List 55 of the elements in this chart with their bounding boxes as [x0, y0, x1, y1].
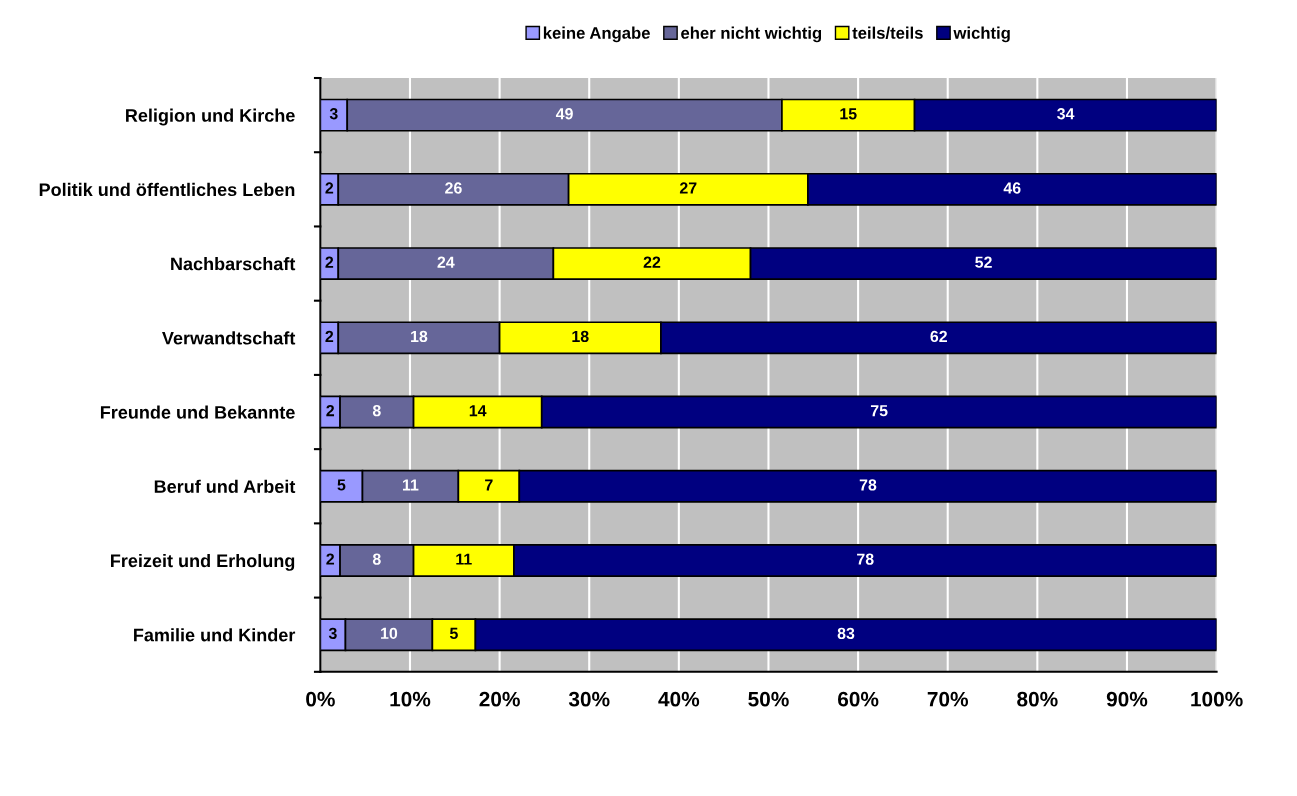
- data-label: 78: [857, 553, 874, 565]
- data-label: 11: [402, 479, 419, 491]
- data-label: 27: [679, 182, 697, 194]
- data-label: 22: [643, 256, 661, 268]
- data-label: 49: [555, 108, 573, 120]
- data-label: 8: [372, 405, 381, 417]
- data-label: 5: [337, 479, 346, 491]
- legend-label: wichtig: [953, 26, 1010, 43]
- data-label: 3: [329, 108, 338, 120]
- data-label: 14: [469, 405, 487, 417]
- data-label: 34: [1057, 108, 1075, 120]
- y-tick-label: Politik und öffentliches Leben: [39, 182, 295, 197]
- data-label: 3: [328, 627, 337, 640]
- data-label: 5: [449, 627, 458, 639]
- data-label: 62: [930, 330, 947, 343]
- x-tick-label: 80%: [1017, 691, 1058, 707]
- x-tick-label: 40%: [658, 691, 700, 707]
- legend-label: teils/teils: [852, 26, 923, 40]
- x-tick-label: 70%: [927, 691, 969, 707]
- y-tick-label: Familie und Kinder: [134, 628, 296, 642]
- data-label: 8: [372, 553, 381, 565]
- data-label: 78: [859, 479, 877, 491]
- legend-label: eher nicht wichtig: [681, 26, 822, 43]
- legend-label: keine Angabe: [543, 26, 650, 43]
- y-tick-label: Nachbarschaft: [171, 257, 296, 271]
- y-tick-label: Religion und Kirche: [126, 108, 295, 126]
- data-label: 46: [1003, 182, 1021, 194]
- data-label: 18: [572, 330, 589, 343]
- data-label: 52: [975, 256, 992, 268]
- data-label: 7: [485, 479, 493, 491]
- data-label: 15: [840, 108, 857, 120]
- y-tick-label: Freizeit und Erholung: [111, 553, 295, 571]
- data-label: 2: [325, 182, 334, 194]
- y-tick-label: Verwandtschaft: [162, 331, 296, 345]
- x-tick-label: 0%: [306, 691, 335, 707]
- data-label: 2: [325, 330, 334, 342]
- data-label: 11: [456, 553, 472, 565]
- y-tick-label: Freunde und Bekannte: [100, 405, 295, 419]
- data-label: 2: [326, 553, 335, 565]
- data-label: 2: [326, 405, 335, 417]
- x-tick-label: 100%: [1191, 691, 1243, 707]
- x-tick-label: 20%: [479, 691, 520, 707]
- x-tick-label: 10%: [390, 691, 431, 707]
- data-label: 2: [325, 256, 334, 268]
- data-label: 26: [445, 182, 462, 194]
- data-label: 75: [870, 405, 888, 417]
- x-tick-label: 50%: [748, 691, 789, 707]
- y-tick-label: Beruf und Arbeit: [154, 479, 296, 493]
- data-label: 24: [437, 256, 455, 268]
- data-label: 18: [411, 330, 428, 343]
- data-label: 83: [837, 627, 855, 640]
- x-tick-label: 90%: [1106, 691, 1148, 707]
- x-tick-label: 60%: [838, 691, 879, 707]
- data-label: 10: [381, 627, 398, 639]
- x-tick-label: 30%: [568, 691, 610, 707]
